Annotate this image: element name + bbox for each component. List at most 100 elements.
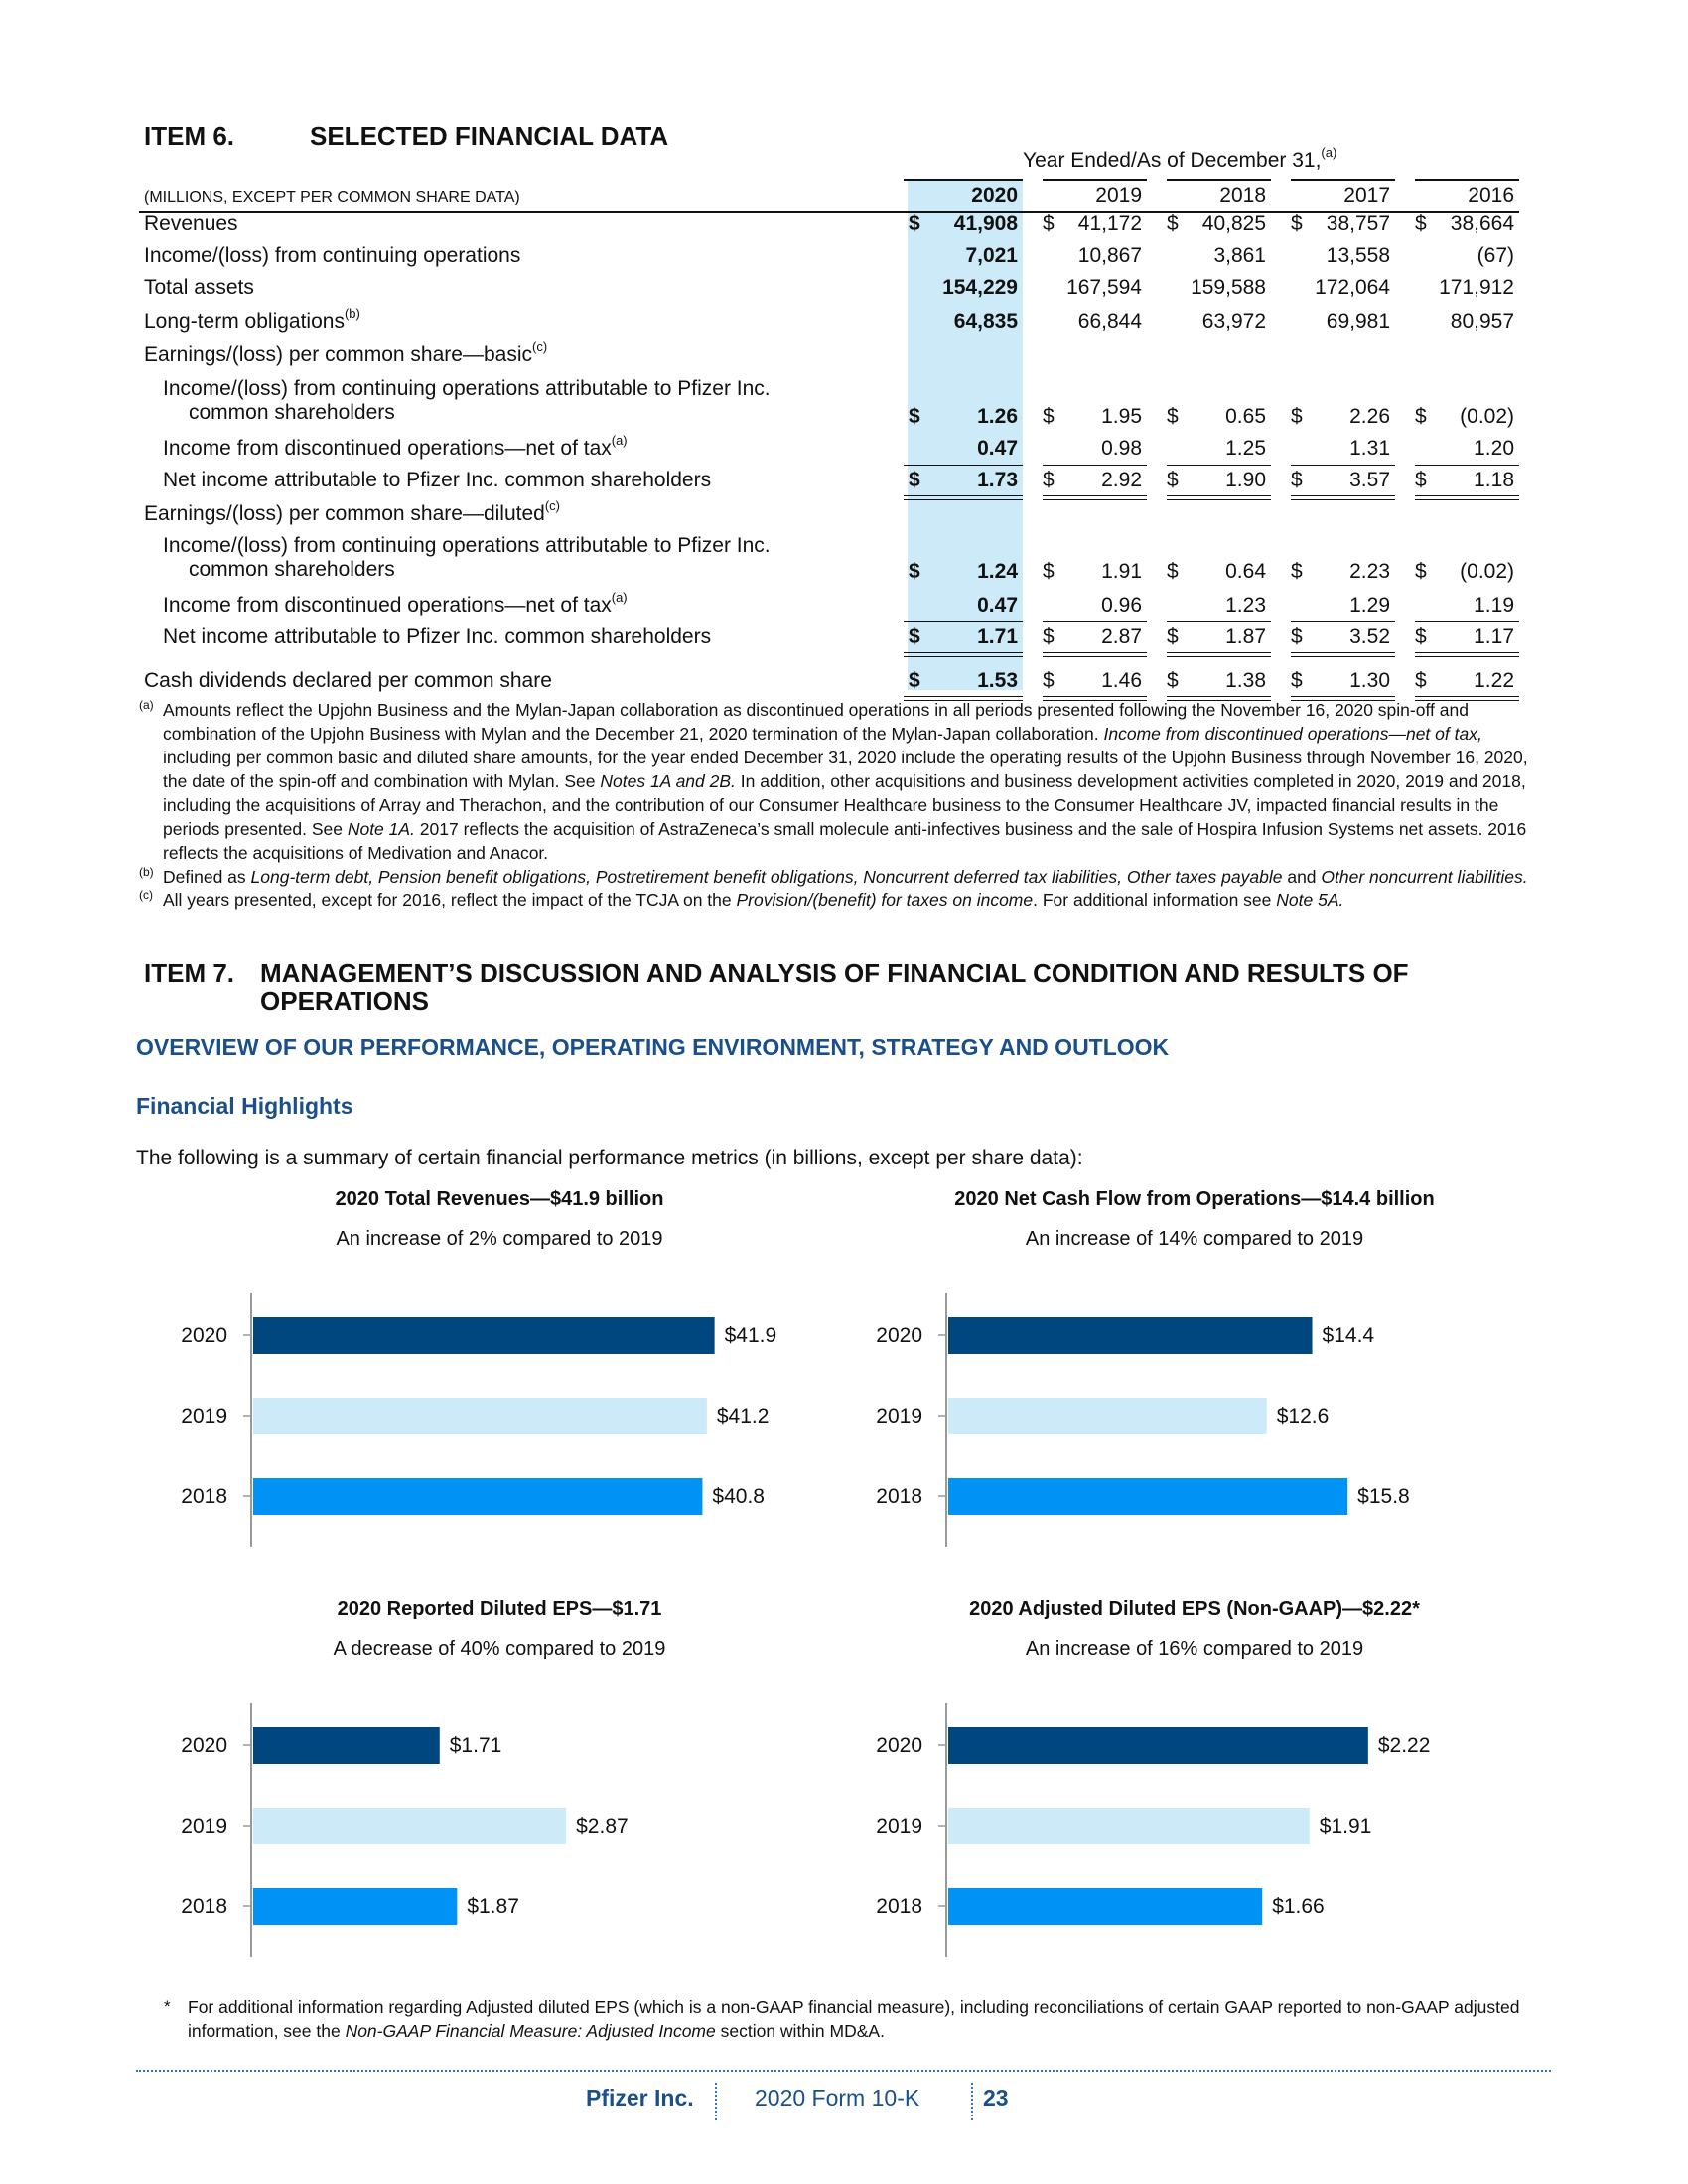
category-label: 2020 bbox=[876, 1324, 922, 1347]
total-rule bbox=[1291, 696, 1395, 697]
row-label: Total assets bbox=[144, 276, 254, 299]
dollar-sign: $ bbox=[1167, 212, 1179, 235]
total-rule bbox=[1291, 621, 1395, 622]
table-cell: 40,825 bbox=[1201, 212, 1266, 235]
total-rule bbox=[904, 621, 1023, 622]
dollar-sign: $ bbox=[1291, 469, 1303, 491]
data-label: $14.4 bbox=[1323, 1324, 1375, 1347]
row-label: Earnings/(loss) per common share—basic(c… bbox=[144, 340, 548, 366]
footnote-b: (b) Defined as Long-term debt, Pension be… bbox=[139, 865, 1528, 887]
total-rule bbox=[904, 696, 1023, 697]
category-label: 2020 bbox=[181, 1734, 227, 1757]
table-cell: 1.25 bbox=[1225, 437, 1266, 460]
category-label: 2019 bbox=[181, 1815, 227, 1838]
total-rule bbox=[1291, 656, 1395, 657]
table-cell: 80,957 bbox=[1450, 310, 1514, 333]
total-rule bbox=[1291, 700, 1395, 701]
dollar-sign: $ bbox=[1415, 560, 1427, 583]
table-cell: 1.20 bbox=[1474, 437, 1514, 460]
table-cell: 1.24 bbox=[977, 560, 1018, 583]
year-header: 2018 bbox=[1219, 184, 1266, 206]
table-cell: 7,021 bbox=[965, 244, 1018, 267]
total-rule bbox=[1291, 652, 1395, 653]
total-rule bbox=[1291, 465, 1395, 466]
chart-title: 2020 Net Cash Flow from Operations—$14.4… bbox=[954, 1188, 1435, 1210]
total-rule bbox=[1415, 656, 1519, 657]
footer-form: 2020 Form 10-K bbox=[755, 2085, 920, 2111]
total-rule bbox=[1167, 700, 1271, 701]
summary-text: The following is a summary of certain fi… bbox=[136, 1147, 1083, 1169]
table-cell: 1.19 bbox=[1474, 594, 1514, 616]
row-label: Long-term obligations(b) bbox=[144, 306, 360, 333]
footer-separator bbox=[971, 2083, 973, 2120]
financial-highlights-heading: Financial Highlights bbox=[136, 1093, 353, 1119]
table-cell: 2.92 bbox=[1101, 469, 1142, 491]
data-label: $1.87 bbox=[467, 1895, 519, 1918]
table-cell: 2.87 bbox=[1101, 625, 1142, 648]
dollar-sign: $ bbox=[1415, 625, 1427, 648]
row-label: Revenues bbox=[144, 212, 238, 235]
chart-subtitle: An increase of 16% compared to 2019 bbox=[1025, 1638, 1364, 1660]
category-label: 2018 bbox=[181, 1895, 227, 1918]
total-rule bbox=[1415, 621, 1519, 622]
bar bbox=[253, 1888, 458, 1925]
item7-number: ITEM 7. bbox=[144, 958, 235, 988]
table-cell: 1.18 bbox=[1474, 469, 1514, 491]
total-rule bbox=[1043, 652, 1147, 653]
category-label: 2019 bbox=[876, 1815, 922, 1838]
bar bbox=[253, 1808, 567, 1844]
table-cell: (0.02) bbox=[1460, 560, 1514, 583]
dollar-sign: $ bbox=[909, 560, 920, 583]
year-header: 2020 bbox=[971, 184, 1018, 206]
bar bbox=[948, 1888, 1263, 1925]
dollar-sign: $ bbox=[909, 405, 920, 428]
table-cell: 3.52 bbox=[1349, 625, 1390, 648]
total-rule bbox=[1043, 621, 1147, 622]
total-rule bbox=[1043, 656, 1147, 657]
table-cell: 154,229 bbox=[942, 276, 1018, 299]
dollar-sign: $ bbox=[1291, 669, 1303, 692]
dollar-sign: $ bbox=[1291, 405, 1303, 428]
total-rule bbox=[1167, 465, 1271, 466]
dollar-sign: $ bbox=[1167, 469, 1179, 491]
total-rule bbox=[1043, 700, 1147, 701]
row-label: Income/(loss) from continuing operations… bbox=[163, 534, 771, 581]
table-cell: 1.30 bbox=[1349, 669, 1390, 692]
table-cell: 2.26 bbox=[1349, 405, 1390, 428]
table-cell: 1.26 bbox=[977, 405, 1018, 428]
table-cell: 38,664 bbox=[1450, 212, 1514, 235]
table-cell: 159,588 bbox=[1191, 276, 1266, 299]
row-label: Net income attributable to Pfizer Inc. c… bbox=[163, 625, 712, 648]
total-rule bbox=[1167, 696, 1271, 697]
table-cell: 3.57 bbox=[1349, 469, 1390, 491]
total-rule bbox=[904, 700, 1023, 701]
dollar-sign: $ bbox=[909, 625, 920, 648]
dollar-sign: $ bbox=[1167, 625, 1179, 648]
dollar-sign: $ bbox=[1415, 669, 1427, 692]
chart-subtitle: A decrease of 40% compared to 2019 bbox=[333, 1638, 666, 1660]
table-footnotes: (a) Amounts reflect the Upjohn Business a… bbox=[139, 698, 1549, 912]
dollar-sign: $ bbox=[1291, 625, 1303, 648]
row-label: Income from discontinued operations—net … bbox=[163, 433, 628, 460]
table-cell: 0.47 bbox=[977, 594, 1018, 616]
table-cell: 1.95 bbox=[1101, 405, 1142, 428]
dollar-sign: $ bbox=[1167, 560, 1179, 583]
bar-chart: 2020 $2.22 2019 $1.91 2018 $1.66 bbox=[876, 1703, 1430, 1957]
total-rule bbox=[1415, 499, 1519, 500]
total-rule bbox=[1043, 696, 1147, 697]
dollar-sign: $ bbox=[1291, 560, 1303, 583]
dollar-sign: $ bbox=[909, 669, 920, 692]
data-label: $41.9 bbox=[725, 1324, 777, 1347]
dollar-sign: $ bbox=[1043, 625, 1055, 648]
total-rule bbox=[1043, 465, 1147, 466]
bar bbox=[948, 1808, 1310, 1844]
row-label: Income/(loss) from continuing operations bbox=[144, 244, 521, 267]
year-header: 2016 bbox=[1468, 184, 1514, 206]
category-label: 2018 bbox=[876, 1485, 922, 1508]
year-header: 2017 bbox=[1343, 184, 1390, 206]
table-cell: 1.53 bbox=[977, 669, 1018, 692]
total-rule bbox=[1167, 499, 1271, 500]
data-label: $1.91 bbox=[1320, 1815, 1372, 1838]
table-cell: 38,757 bbox=[1326, 212, 1390, 235]
header-rule bbox=[1043, 179, 1147, 181]
